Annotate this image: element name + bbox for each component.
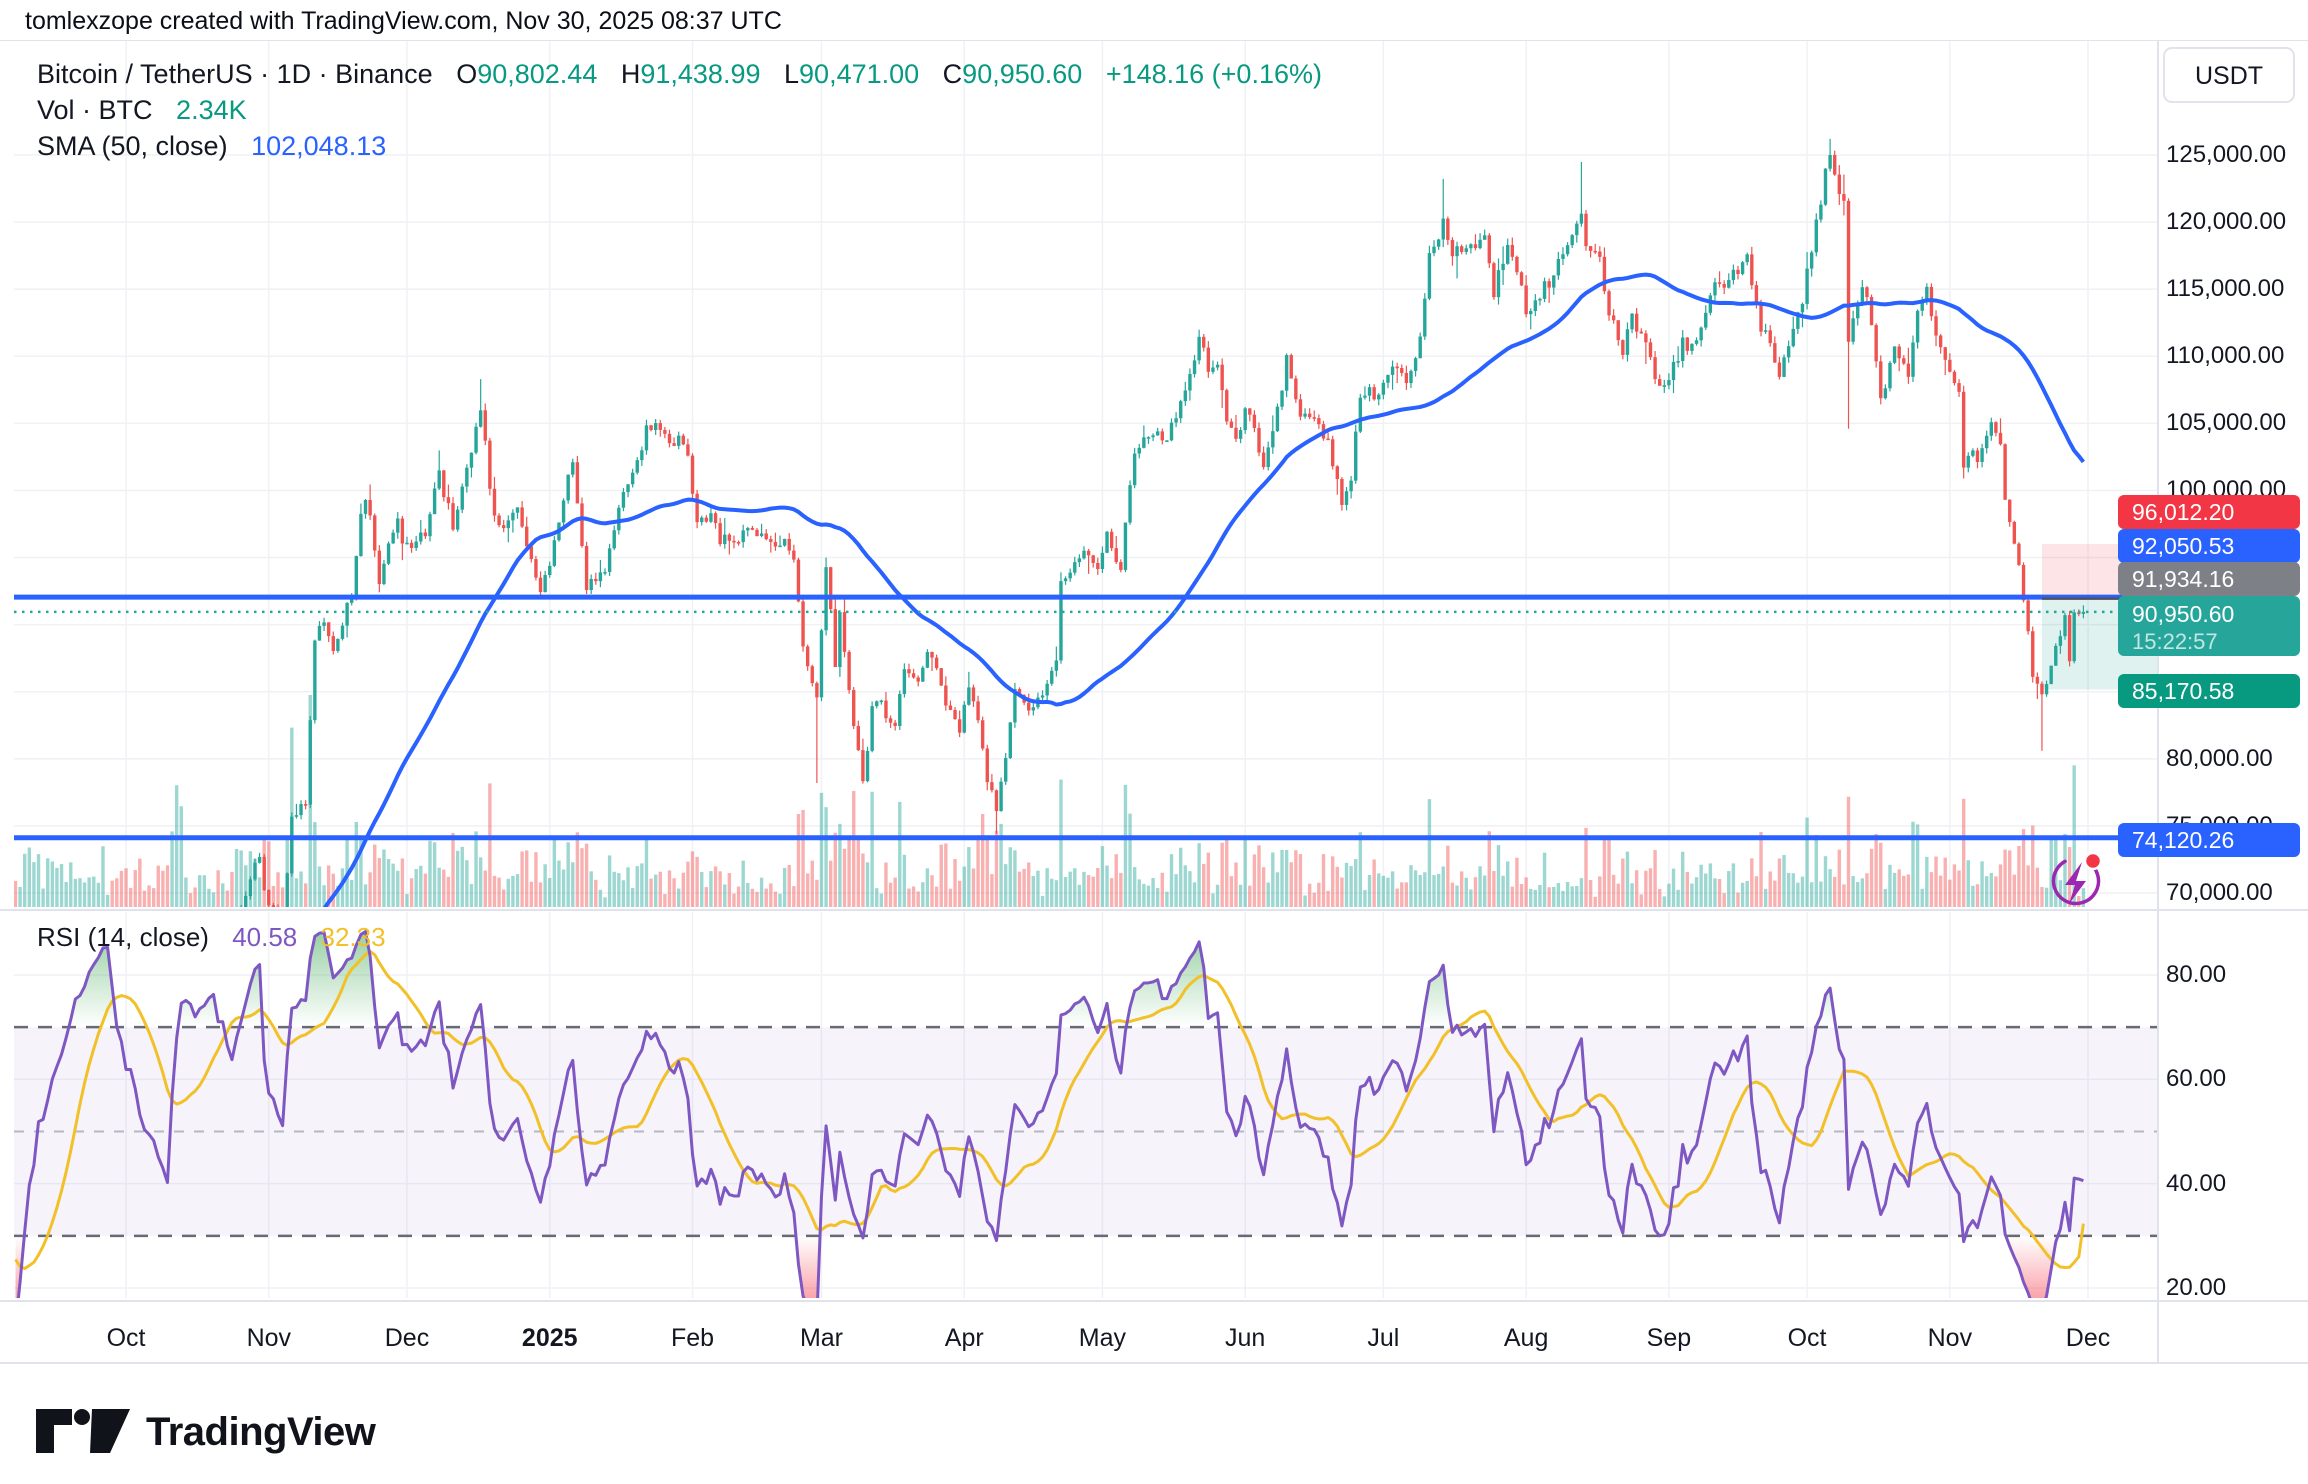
time-axis-label: Jul: [1367, 1324, 1400, 1352]
volume-label: Vol · BTC: [37, 95, 153, 125]
sma-value: 102,048.13: [251, 131, 387, 161]
price-level-label: 74,120.26: [2118, 823, 2300, 857]
time-axis-label: Oct: [106, 1324, 146, 1352]
rsi-ma-line: [14, 949, 2085, 1270]
tradingview-logo-icon: [36, 1409, 130, 1453]
time-axis-label: Dec: [384, 1324, 430, 1352]
sma-row: SMA (50, close) 102,048.13: [37, 128, 1322, 164]
low-value: 90,471.00: [799, 59, 920, 89]
price-level-label: 92,050.53: [2118, 529, 2300, 563]
main-legend: Bitcoin / TetherUS · 1D · Binance O90,80…: [37, 56, 1322, 164]
symbol-title: Bitcoin / TetherUS · 1D · Binance: [37, 59, 433, 89]
rsi-label: RSI (14, close): [37, 922, 209, 952]
price-tick-label: 120,000.00: [2166, 208, 2287, 236]
price-tick-label: 80,000.00: [2166, 744, 2273, 772]
currency-toggle-button[interactable]: USDT: [2163, 47, 2295, 103]
symbol-row: Bitcoin / TetherUS · 1D · Binance O90,80…: [37, 56, 1322, 92]
rsi-value: 40.58: [232, 922, 298, 952]
bolt-icon[interactable]: [2045, 850, 2106, 911]
volume-value: 2.34K: [176, 95, 247, 125]
widget-bottom-border: [0, 1362, 2308, 1364]
price-pane[interactable]: [14, 138, 2157, 1103]
time-axis-label: Apr: [944, 1324, 984, 1352]
rsi-tick-label: 80.00: [2166, 961, 2227, 988]
price-tick-label: 105,000.00: [2166, 409, 2287, 437]
sma-label: SMA (50, close): [37, 131, 228, 161]
high-value: 91,438.99: [640, 59, 761, 89]
price-tick-label: 125,000.00: [2166, 141, 2287, 168]
open-value: 90,802.44: [477, 59, 598, 89]
high-label: H: [620, 59, 641, 89]
close-value: 90,950.60: [962, 59, 1083, 89]
sma-line: [322, 272, 2085, 907]
time-axis-label: Mar: [799, 1324, 843, 1352]
attribution-text: tomlexzope created with TradingView.com,…: [25, 7, 782, 35]
time-axis-label: Oct: [1787, 1324, 1827, 1352]
widget-top-border: [0, 40, 2308, 41]
close-label: C: [942, 59, 963, 89]
footer-logo[interactable]: TradingView: [36, 1406, 376, 1458]
time-axis-label: Dec: [2065, 1324, 2111, 1352]
time-axis-label: May: [1078, 1324, 1127, 1352]
time-axis-label: Jun: [1225, 1324, 1266, 1352]
volume-row: Vol · BTC 2.34K: [37, 92, 1322, 128]
price-tick-label: 70,000.00: [2166, 879, 2273, 906]
rsi-line: [16, 930, 2084, 1298]
price-level-label: 85,170.58: [2118, 674, 2300, 708]
time-axis-label: Aug: [1503, 1324, 1549, 1352]
price-tick-label: 110,000.00: [2166, 342, 2285, 370]
pane-separator[interactable]: [0, 909, 2308, 911]
price-level-label: 96,012.20: [2118, 495, 2300, 529]
bar-countdown: 15:22:57: [2132, 629, 2218, 654]
rsi-legend: RSI (14, close) 40.58 32.33: [37, 922, 386, 953]
rsi-tick-label: 20.00: [2166, 1274, 2227, 1301]
last-price-label: 90,950.60 15:22:57: [2118, 596, 2300, 656]
time-axis-label: Feb: [670, 1324, 715, 1352]
time-axis-label: Sep: [1646, 1324, 1692, 1352]
low-label: L: [784, 59, 800, 89]
rsi-tick-label: 60.00: [2166, 1065, 2227, 1093]
rsi-ma-value: 32.33: [320, 922, 386, 952]
price-tick-label: 115,000.00: [2166, 275, 2285, 303]
open-label: O: [456, 59, 478, 89]
time-axis-label: 2025: [521, 1324, 578, 1352]
time-axis-label: Nov: [1927, 1324, 1973, 1352]
rsi-tick-label: 40.00: [2166, 1169, 2227, 1197]
time-axis-label: Nov: [246, 1324, 292, 1352]
change-value: +148.16 (+0.16%): [1105, 59, 1322, 89]
price-level-label: 91,934.16: [2118, 562, 2300, 596]
time-axis-border: [0, 1300, 2308, 1302]
tradingview-logo-text: TradingView: [146, 1409, 376, 1454]
rsi-pane[interactable]: [14, 930, 2157, 1327]
